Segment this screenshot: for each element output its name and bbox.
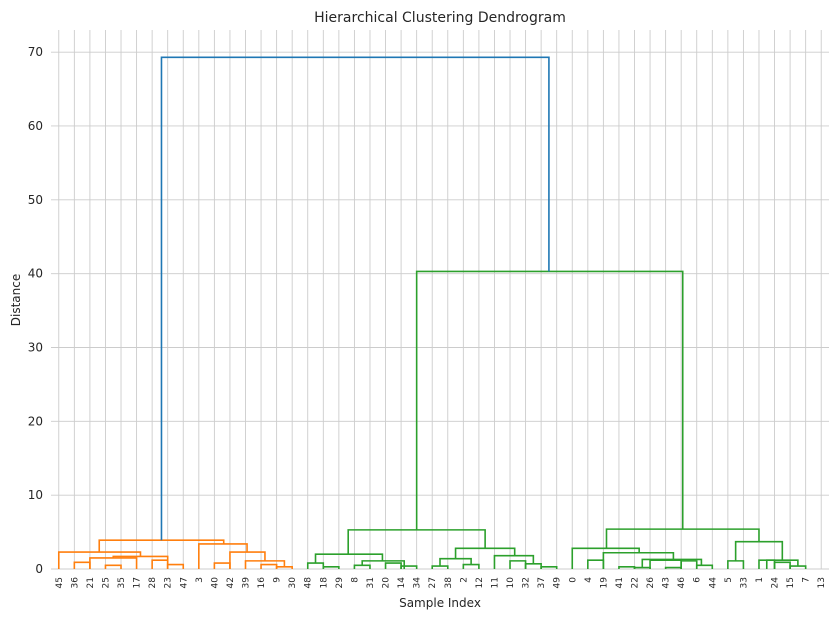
y-tick-label: 40 — [28, 267, 43, 281]
dendrogram-link — [112, 555, 169, 569]
x-tick-label: 8 — [350, 577, 360, 583]
dendrogram-link — [695, 564, 714, 569]
x-tick-label: 37 — [537, 577, 547, 588]
dendrogram-link — [605, 528, 760, 549]
x-tick-label: 14 — [397, 577, 407, 589]
x-tick-label: 31 — [366, 577, 376, 588]
y-tick-label: 50 — [28, 193, 43, 207]
y-tick-label: 30 — [28, 340, 43, 354]
x-tick-label: 30 — [288, 577, 298, 589]
x-tick-label: 43 — [662, 577, 672, 588]
x-tick-label: 35 — [117, 577, 127, 588]
x-tick-label: 4 — [584, 577, 594, 583]
y-tick-label: 70 — [28, 45, 43, 59]
dendrogram-link — [431, 565, 449, 569]
x-tick-label: 46 — [677, 577, 687, 589]
y-tick-label: 0 — [35, 562, 43, 576]
y-axis-label: Distance — [9, 274, 23, 326]
x-tick-label: 41 — [615, 577, 625, 588]
x-tick-label: 3 — [195, 577, 205, 583]
x-tick-label: 0 — [568, 577, 578, 583]
x-tick-label: 44 — [708, 577, 718, 589]
x-tick-label: 18 — [319, 577, 329, 589]
dendrogram-link — [104, 564, 122, 569]
x-tick-label: 20 — [382, 577, 392, 589]
plot-background — [51, 30, 829, 569]
x-tick-label: 34 — [413, 577, 423, 589]
dendrogram-link — [198, 543, 248, 569]
x-tick-label: 39 — [242, 577, 252, 589]
dendrogram-link — [314, 553, 384, 564]
dendrogram-link — [57, 551, 142, 569]
x-tick-label: 24 — [771, 577, 781, 589]
x-tick-label: 32 — [522, 577, 532, 588]
x-tick-label: 15 — [786, 577, 796, 588]
x-tick-label: 2 — [459, 577, 469, 583]
x-tick-label: 13 — [817, 577, 827, 588]
x-tick-label: 42 — [226, 577, 236, 588]
x-tick-label: 16 — [257, 577, 267, 589]
x-tick-label: 49 — [553, 577, 563, 589]
dendrogram-link — [322, 565, 340, 569]
x-tick-label: 17 — [133, 577, 143, 588]
dendrogram-link — [641, 558, 703, 568]
x-tick-label: 26 — [646, 577, 656, 589]
x-tick-label: 9 — [273, 577, 283, 583]
dendrogram-link — [229, 551, 266, 569]
y-tick-label: 10 — [28, 488, 43, 502]
x-tick-label: 28 — [148, 577, 158, 589]
y-tick-label: 60 — [28, 119, 43, 133]
dendrogram-link — [462, 563, 480, 569]
x-axis-ticks: 45 36 21 25 35 17 28 23 47 3 40 42 39 16 9 30 48 18 29 8 31 2… — [55, 577, 827, 589]
x-tick-label: 27 — [428, 577, 438, 588]
dendrogram-link — [160, 56, 550, 541]
x-tick-label: 21 — [86, 577, 96, 588]
x-tick-label: 33 — [739, 577, 749, 588]
dendrogram-link — [734, 540, 784, 561]
x-tick-label: 40 — [210, 577, 220, 589]
x-tick-label: 6 — [693, 577, 703, 583]
x-tick-label: 5 — [724, 577, 734, 583]
x-tick-label: 12 — [475, 577, 485, 588]
dendrogram-link — [789, 565, 807, 569]
x-tick-label: 48 — [304, 577, 314, 589]
x-tick-label: 29 — [335, 577, 345, 589]
x-tick-label: 22 — [631, 577, 641, 588]
x-tick-label: 1 — [755, 577, 765, 583]
x-tick-label: 7 — [802, 577, 812, 583]
grid-lines — [51, 30, 829, 570]
y-tick-label: 20 — [28, 414, 43, 428]
y-axis-ticks: 0 10 20 30 40 50 60 70 — [28, 45, 43, 576]
dendrogram-link — [275, 565, 293, 569]
x-tick-label: 23 — [164, 577, 174, 588]
x-tick-label: 10 — [506, 577, 516, 589]
dendrogram-link — [765, 559, 799, 569]
dendrogram-link — [400, 565, 418, 569]
x-axis-label: Sample Index — [399, 596, 481, 610]
x-tick-label: 11 — [490, 577, 500, 588]
dendrogram-link — [540, 565, 558, 569]
dendrogram-link — [493, 554, 535, 569]
dendrogram-links — [57, 56, 807, 569]
x-tick-label: 25 — [101, 577, 111, 588]
chart-title: Hierarchical Clustering Dendrogram — [314, 10, 566, 26]
x-tick-label: 36 — [70, 577, 80, 589]
x-tick-label: 45 — [55, 577, 65, 588]
x-tick-label: 47 — [179, 577, 189, 588]
x-tick-label: 19 — [599, 577, 609, 589]
x-tick-label: 38 — [444, 577, 454, 589]
dendrogram-link — [89, 557, 138, 569]
